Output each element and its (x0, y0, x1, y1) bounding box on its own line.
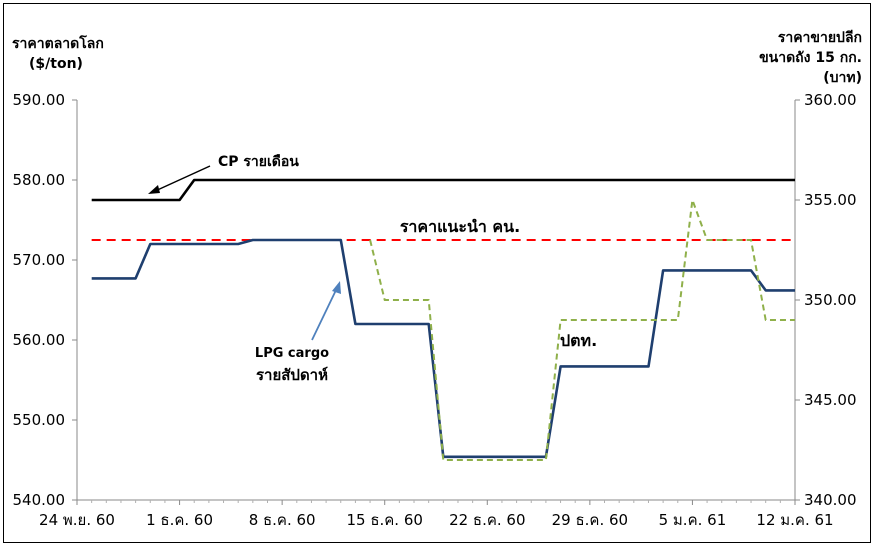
y-left-tick-label: 540.00 (13, 491, 66, 509)
y-left-tick-label: 550.00 (13, 411, 66, 429)
annotation-cp-arrow-head (148, 185, 160, 194)
y-left-axis-title-line: ราคาตลาดโลก (12, 34, 104, 52)
y-right-tick-label: 340.00 (804, 491, 857, 509)
y-left-tick-label: 570.00 (13, 251, 66, 269)
y-right-axis-title-line: ขนาดถัง 15 กก. (759, 50, 862, 66)
series-line-cp-monthly (91, 178, 795, 202)
tick-labels: 540.00 550.00 560.00 570.00 580.00 590.00 340.… (13, 91, 857, 529)
series-line-ptt (369, 199, 795, 461)
series-line-lpg-cargo-weekly (91, 238, 795, 459)
annotation-lpg-cargo: LPG cargo (255, 346, 329, 361)
y-right-tick-label: 355.00 (804, 191, 857, 209)
annotation-reference-price: ราคาแนะนำ คน. (400, 217, 520, 236)
x-tick-label: 24 พ.ย. 60 (39, 511, 115, 529)
annotation-cp-arrow-line (152, 165, 211, 193)
y-right-axis-title-line: ราคาขายปลีก (778, 30, 862, 46)
y-left-axis-title-line: ($/ton) (29, 56, 83, 72)
x-tick-label: 12 ม.ค. 61 (756, 511, 833, 529)
series-group (91, 178, 795, 461)
x-tick-label: 1 ธ.ค. 60 (146, 511, 213, 529)
axes (72, 99, 800, 505)
y-right-tick-label: 360.00 (804, 91, 857, 109)
annotation-cp-monthly: CP รายเดือน (218, 154, 299, 170)
annotation-lpg-arrow-line (311, 287, 338, 341)
x-tick-label: 15 ธ.ค. 60 (346, 511, 422, 529)
chart-frame (3, 3, 871, 543)
y-right-tick-label: 345.00 (804, 391, 857, 409)
annotation-ptt: ปตท. (560, 331, 597, 350)
annotation-lpg-arrow-head (332, 281, 341, 294)
y-left-tick-label: 580.00 (13, 171, 66, 189)
x-tick-label: 22 ธ.ค. 60 (449, 511, 525, 529)
y-left-tick-label: 560.00 (13, 331, 66, 349)
x-tick-label: 29 ธ.ค. 60 (552, 511, 628, 529)
x-tick-label: 8 ธ.ค. 60 (249, 511, 316, 529)
y-right-tick-label: 350.00 (804, 291, 857, 309)
y-left-tick-label: 590.00 (13, 91, 66, 109)
x-tick-label: 5 ม.ค. 61 (659, 511, 727, 529)
y-right-axis-title-line: (บาท) (823, 70, 862, 86)
annotation-lpg-weekly: รายสัปดาห์ (256, 366, 328, 384)
